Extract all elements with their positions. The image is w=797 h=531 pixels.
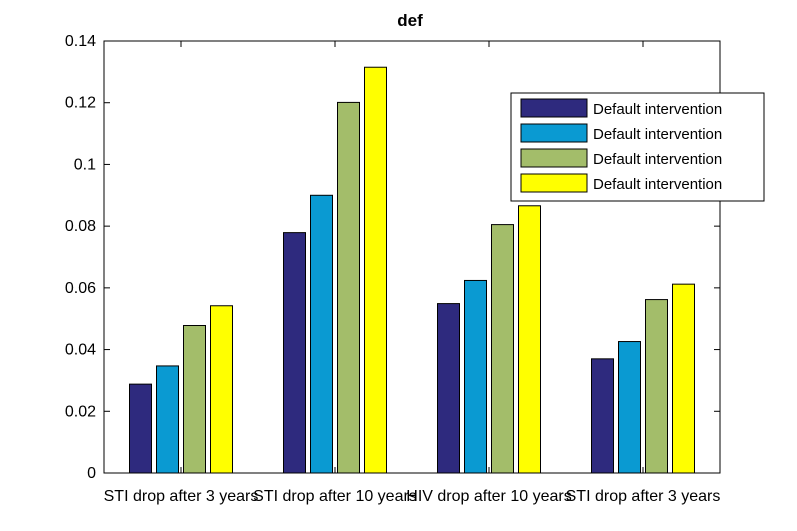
x-tick-label: STI drop after 3 years — [566, 488, 721, 505]
y-tick-label: 0.14 — [65, 33, 96, 50]
bar-series-3-category-3 — [491, 224, 514, 474]
bar-series-1-category-1 — [129, 383, 152, 474]
legend-label: Default intervention — [593, 176, 722, 193]
y-tick-label: 0.08 — [65, 218, 96, 235]
bar-series-3-category-4 — [645, 299, 668, 474]
bar-series-4-category-3 — [518, 205, 541, 474]
legend-swatch — [520, 123, 588, 143]
legend-label: Default intervention — [593, 101, 722, 118]
bar-series-2-category-2 — [310, 194, 333, 474]
x-tick-label: HIV drop after 10 years — [406, 488, 571, 505]
bar-series-1-category-2 — [283, 232, 306, 474]
plot-area: 0 0.02 0.04 0.06 0.08 0.1 0.12 0.14 STI drop aft… — [65, 33, 721, 505]
legend: Default intervention Default intervention… — [510, 92, 765, 202]
bar-series-3-category-2 — [337, 101, 360, 474]
bar-series-1-category-3 — [437, 303, 460, 474]
y-tick-label: 0.04 — [65, 342, 96, 359]
y-tick-label: 0.02 — [65, 403, 96, 420]
legend-swatch — [520, 98, 588, 118]
legend-swatch — [520, 148, 588, 168]
legend-label: Default intervention — [593, 151, 722, 168]
axes-box — [103, 40, 721, 474]
bar-series-3-category-1 — [183, 325, 206, 474]
chart-title: def — [397, 11, 423, 30]
bar-series-4-category-4 — [672, 283, 695, 474]
y-tick-label: 0.12 — [65, 95, 96, 112]
y-tick-label: 0.06 — [65, 280, 96, 297]
legend-swatch — [520, 173, 588, 193]
y-tick-label: 0 — [87, 465, 96, 482]
legend-label: Default intervention — [593, 126, 722, 143]
bar-series-1-category-4 — [591, 358, 614, 474]
bar-series-2-category-3 — [464, 279, 487, 474]
bar-series-2-category-1 — [156, 365, 179, 474]
y-tick-label: 0.1 — [74, 156, 96, 173]
bar-series-2-category-4 — [618, 341, 641, 474]
x-tick-label: STI drop after 10 years — [253, 488, 417, 505]
bar-series-4-category-2 — [364, 66, 387, 474]
bar-series-4-category-1 — [210, 305, 233, 474]
x-tick-label: STI drop after 3 years — [104, 488, 259, 505]
